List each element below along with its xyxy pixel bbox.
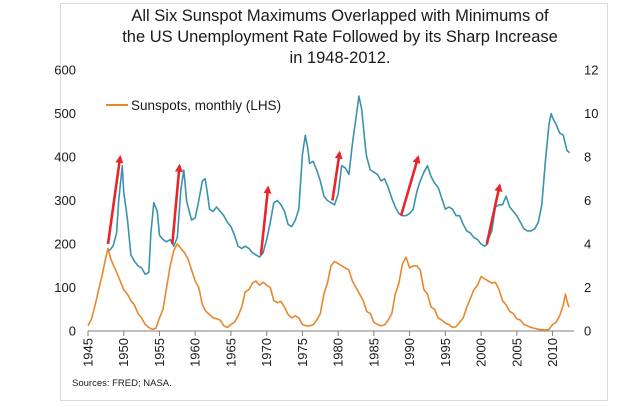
y-right-tick-label: 6: [584, 193, 591, 208]
y-left-tick-label: 300: [54, 193, 76, 208]
legend-label-sunspots: Sunspots, monthly (LHS): [131, 98, 281, 113]
y-left-tick-label: 0: [69, 324, 76, 339]
x-tick-label: 1955: [152, 338, 167, 367]
red-trend-arrow: [331, 150, 343, 201]
x-tick-label: 1950: [116, 338, 131, 367]
chart-title-line-2: the US Unemployment Rate Followed by its…: [122, 28, 558, 46]
x-tick-label: 2000: [474, 338, 489, 367]
y-right-tick-label: 2: [584, 280, 591, 295]
y-right-tick-label: 8: [584, 150, 591, 165]
y-left-tick-label: 400: [54, 150, 76, 165]
unemployment-series-line: [108, 95, 571, 276]
x-tick-label: 1995: [438, 338, 453, 367]
source-note: Sources: FRED; NASA.: [72, 378, 172, 389]
x-tick-label: 1975: [295, 338, 310, 367]
sunspots-series-line: [87, 243, 570, 331]
red-trend-arrow: [399, 155, 421, 217]
y-right-tick-label: 4: [584, 237, 591, 252]
x-tick-label: 2010: [545, 338, 560, 367]
red-trend-arrow: [259, 185, 272, 256]
y-right-tick-label: 10: [584, 106, 598, 121]
legend: Sunspots, monthly (LHS): [106, 98, 281, 113]
y-left-tick-label: 600: [54, 63, 76, 78]
y-left-tick-label: 100: [54, 280, 76, 295]
chart-title-line-3: in 1948-2012.: [289, 49, 391, 67]
chart-frame: [60, 3, 608, 401]
chart-title-line-1: All Six Sunspot Maximums Overlapped with…: [131, 7, 549, 25]
chart-title: All Six Sunspot Maximums Overlapped with…: [100, 6, 580, 69]
y-right-tick-label: 0: [584, 324, 591, 339]
x-tick-label: 1965: [223, 338, 238, 367]
red-trend-arrow: [485, 183, 503, 245]
x-tick-label: 2005: [509, 338, 524, 367]
red-trend-arrow: [171, 163, 183, 245]
x-tick-label: 1990: [402, 338, 417, 367]
x-tick-label: 1945: [81, 338, 96, 367]
x-tick-label: 1960: [188, 338, 203, 367]
y-right-tick-label: 12: [584, 63, 598, 78]
y-left-tick-label: 200: [54, 237, 76, 252]
x-tick-label: 1985: [366, 338, 381, 367]
x-tick-label: 1980: [331, 338, 346, 367]
red-trend-arrow: [106, 155, 124, 245]
y-left-tick-label: 500: [54, 106, 76, 121]
x-tick-label: 1970: [259, 338, 274, 367]
